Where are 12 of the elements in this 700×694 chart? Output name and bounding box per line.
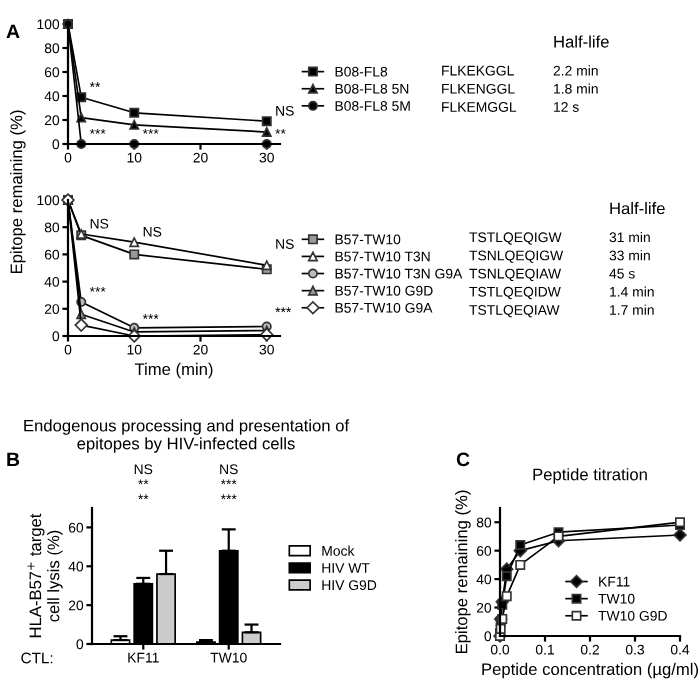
x-axis-title: Time (min) (134, 362, 213, 379)
chart-title: Peptide titration (533, 468, 647, 484)
legend-title: Half-life (610, 202, 665, 215)
x-axis-title: Peptide concentration (µg/ml) (482, 662, 698, 679)
chart-title: Endogenous processing and presentation of epitopes by HIV-infected cells (24, 419, 350, 453)
legend-title: Half-life (554, 35, 609, 48)
y-axis-title: Epitope remaining (%) (455, 490, 471, 654)
y-axis-title: HLA-B57$^{+}$ target cell lysis (%) (27, 513, 63, 638)
text: A (6, 24, 20, 39)
text: B (7, 452, 20, 467)
text: C (456, 452, 470, 467)
y-axis-title: Epitope remaining (%) (10, 110, 26, 274)
